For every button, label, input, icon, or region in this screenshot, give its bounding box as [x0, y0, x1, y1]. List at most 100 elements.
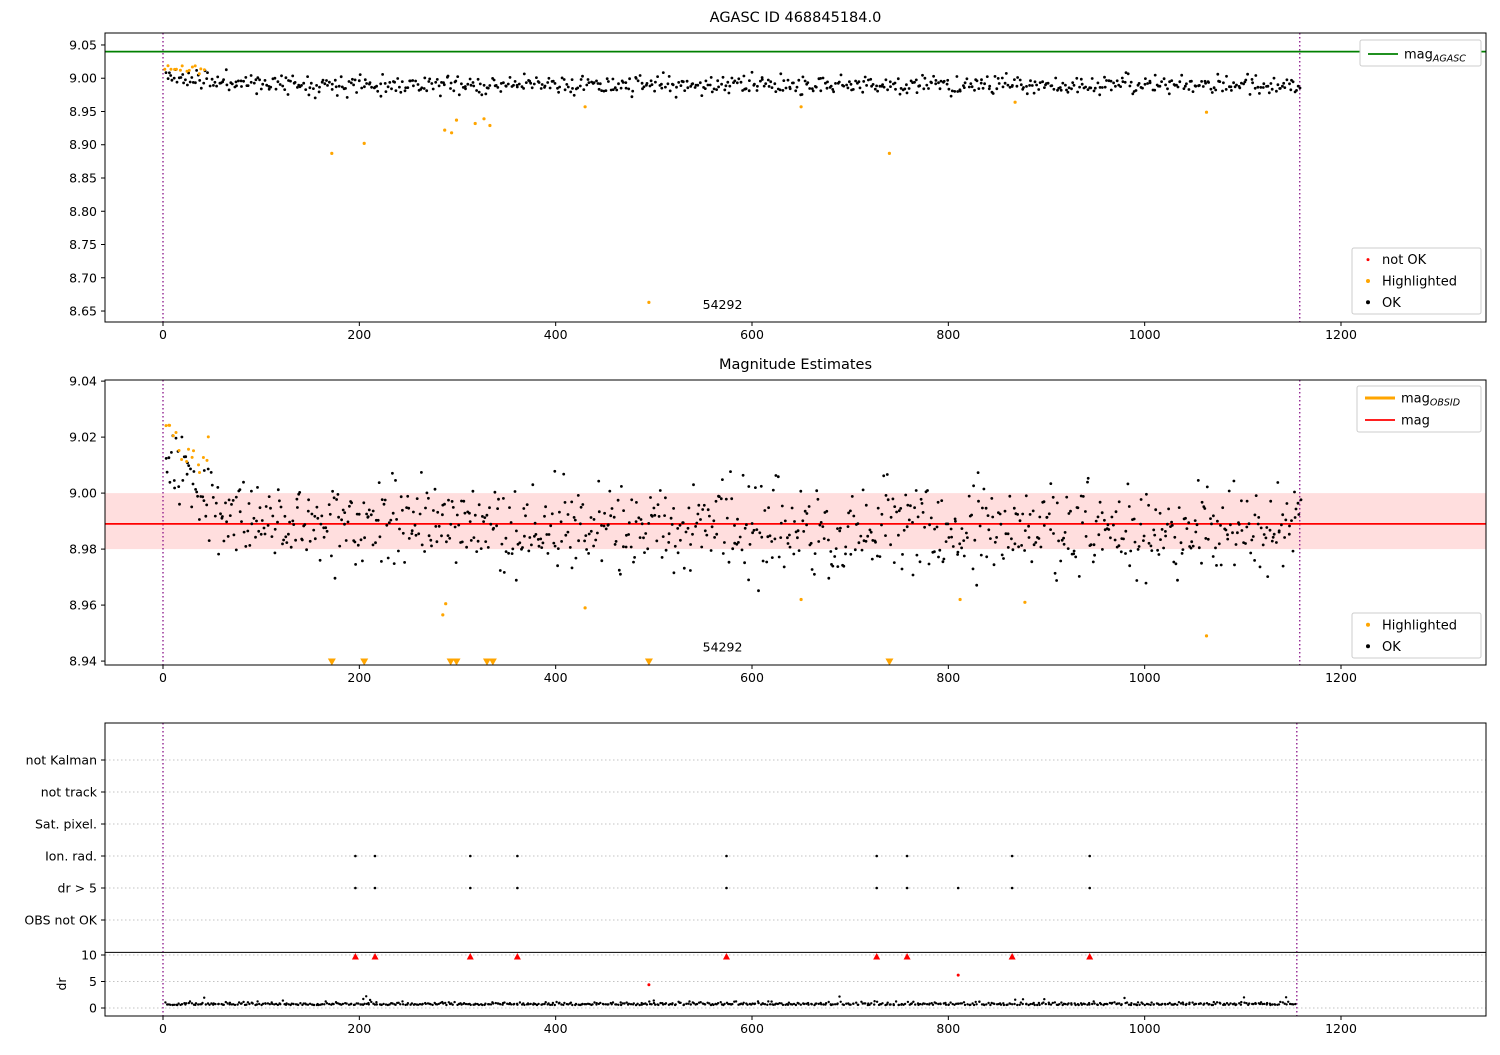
obsid-boundary-lines [162, 33, 1301, 322]
flag-category-label: OBS not OK [24, 913, 97, 928]
dr-points [164, 995, 1297, 1007]
dr-clipped-marker [1008, 953, 1016, 960]
subplot-1: 0 200 400 600 800 1000 1200 9.04 9.02 9.00 8.98 8.9… [69, 357, 1487, 685]
clipped-low-marker [885, 658, 894, 666]
legend-label: not OK [1382, 253, 1427, 268]
subplot-flags: 0 200 400 600 800 1000 1200 not Kalman not track… [24, 722, 1487, 1037]
x-tick-label: 600 [740, 327, 764, 342]
dr-not-ok-points [351, 953, 1094, 987]
legend-label: mag [1401, 414, 1430, 429]
x-tick-label: 0 [159, 327, 167, 342]
x-tick-label: 800 [936, 1021, 960, 1036]
dr-tick-label: 10 [81, 948, 97, 963]
legend-label: Highlighted [1382, 618, 1457, 633]
x-tick-label: 1000 [1129, 670, 1161, 685]
clipped-low-marker [327, 658, 336, 666]
y-tick-label: 9.00 [69, 71, 97, 86]
y-tick-label: 8.75 [69, 237, 97, 252]
clipped-low-marker [360, 658, 369, 666]
dr-clipped-marker [873, 953, 881, 960]
dr-clipped-marker [722, 953, 730, 960]
obsid-boundary-lines [162, 723, 1298, 1016]
x-tick-label: 200 [347, 670, 371, 685]
flag-category-label: not Kalman [26, 753, 97, 768]
y-tick-label: 8.96 [69, 598, 97, 613]
dr-clipped-marker [513, 953, 521, 960]
x-tick-label: 800 [936, 670, 960, 685]
clipped-low-marker [446, 658, 455, 666]
y-tick-label: 9.05 [69, 37, 97, 52]
flag-category-label: dr > 5 [58, 881, 97, 896]
highlighted-points [163, 64, 1209, 304]
x-tick-label: 0 [159, 670, 167, 685]
y-tick-label: 8.90 [69, 137, 97, 152]
axes-frame [104, 379, 1487, 666]
dr-clipped-marker [466, 953, 474, 960]
dr-axis-label: dr [54, 977, 69, 991]
legend-marker [1366, 300, 1370, 305]
tick-labels: 0 200 400 600 800 1000 1200 9.05 9.00 8.95 8.90 8.8… [69, 37, 1357, 342]
y-tick-label: 8.85 [69, 170, 97, 185]
gridlines [105, 759, 1486, 1009]
x-tick-label: 0 [159, 1021, 167, 1036]
dr-clipped-marker [903, 953, 911, 960]
dr-tick-label: 5 [89, 974, 97, 989]
axes-frame [104, 722, 1487, 1017]
y-tick-label: 8.70 [69, 270, 97, 285]
x-tick-label: 400 [544, 670, 568, 685]
dr-clipped-marker [371, 953, 379, 960]
y-tick-label: 8.65 [69, 304, 97, 319]
x-tick-label: 400 [544, 327, 568, 342]
dr-clipped-marker [1086, 953, 1094, 960]
flag-category-label: Sat. pixel. [35, 817, 97, 832]
x-tick-label: 1000 [1129, 1021, 1161, 1036]
legend-marker [1366, 622, 1370, 627]
tick-labels: 0 200 400 600 800 1000 1200 not Kalman not track… [24, 753, 1357, 1037]
y-tick-label: 9.02 [69, 430, 97, 445]
legend-label: Highlighted [1382, 274, 1457, 289]
dr-clipped-marker [351, 953, 359, 960]
x-tick-label: 1200 [1325, 327, 1357, 342]
dr-tick-label: 0 [89, 1001, 97, 1016]
subplot-0: 0 200 400 600 800 1000 1200 9.05 9.00 8.95 8.90 8.8… [69, 10, 1487, 342]
plot-title: AGASC ID 468845184.0 [710, 10, 882, 26]
x-tick-label: 800 [936, 327, 960, 342]
ok-points [164, 68, 1302, 100]
y-tick-label: 9.00 [69, 486, 97, 501]
legend-marker [1366, 258, 1370, 262]
highlighted-points [164, 423, 1209, 666]
x-tick-label: 600 [740, 670, 764, 685]
y-tick-label: 8.98 [69, 542, 97, 557]
y-tick-label: 8.95 [69, 104, 97, 119]
legend-box [1351, 247, 1482, 315]
x-tick-label: 600 [740, 1021, 764, 1036]
legend-legend_bottom: Highlighted OK [1351, 612, 1482, 659]
legend-label: OK [1382, 640, 1401, 655]
x-tick-label: 200 [347, 1021, 371, 1036]
legend-marker [1366, 278, 1370, 283]
flag-category-label: not track [41, 785, 98, 800]
clipped-low-marker [488, 658, 497, 666]
x-tick-label: 400 [544, 1021, 568, 1036]
x-tick-label: 200 [347, 327, 371, 342]
y-tick-label: 8.80 [69, 204, 97, 219]
y-tick-label: 8.94 [69, 654, 97, 669]
obsid-annotation: 54292 [703, 297, 743, 312]
legend-box [1359, 39, 1482, 67]
x-tick-label: 1000 [1129, 327, 1161, 342]
ok-points [164, 434, 1303, 593]
legend-marker [1366, 644, 1370, 649]
flag-points [354, 854, 1091, 890]
legend-label: OK [1382, 296, 1401, 311]
legend-legend_bottom: not OK Highlighted OK [1351, 247, 1482, 315]
y-tick-label: 9.04 [69, 374, 97, 389]
x-tick-label: 1200 [1325, 670, 1357, 685]
flag-category-label: Ion. rad. [45, 849, 97, 864]
clipped-low-marker [452, 658, 461, 666]
legend-box [1351, 612, 1482, 659]
axes-frame [104, 32, 1487, 323]
